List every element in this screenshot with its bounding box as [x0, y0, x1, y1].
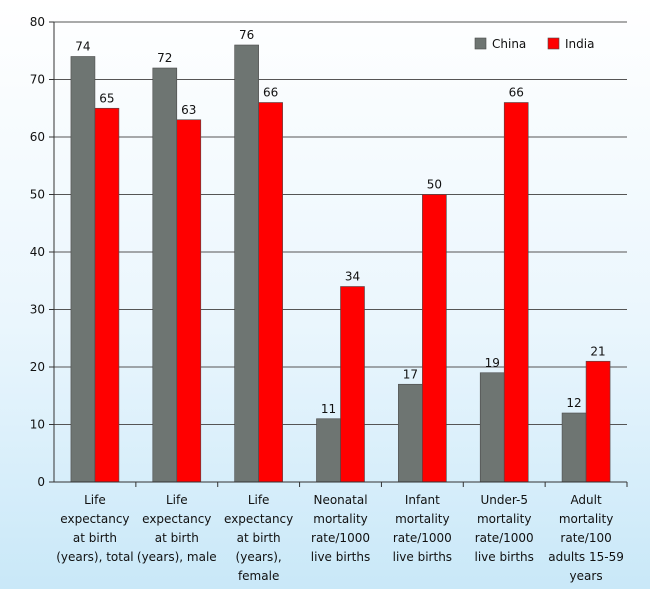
legend-label-china: China	[492, 37, 526, 51]
value-label: 11	[321, 402, 336, 416]
value-label: 21	[590, 344, 605, 358]
y-tick-label: 80	[30, 15, 45, 29]
value-label: 12	[566, 396, 581, 410]
y-tick-label: 0	[37, 475, 45, 489]
category-label: Life expectancy at birth (years), female	[224, 493, 293, 583]
category-label: Life expectancy at birth (years), total	[56, 493, 133, 564]
category-label: Neonatal mortality rate/1000 live births	[311, 493, 370, 564]
category-label: Life expectancy at birth (years), male	[137, 493, 217, 564]
axes	[49, 21, 628, 487]
value-label: 50	[427, 178, 442, 192]
category-label: Adult mortality rate/100 adults 15-59 years	[548, 493, 624, 583]
y-tick-label: 40	[30, 245, 45, 259]
bar-india	[94, 107, 120, 483]
y-tick-label: 70	[30, 73, 45, 87]
y-tick-label: 30	[30, 303, 45, 317]
category-label: Infant mortality rate/1000 live births	[393, 493, 452, 564]
legend: China India	[474, 37, 594, 51]
value-label: 34	[345, 270, 360, 284]
bar-india	[176, 119, 202, 483]
category-label: Under-5 mortality rate/1000 live births	[475, 493, 534, 564]
bar-india	[503, 102, 529, 483]
value-label: 76	[239, 28, 254, 42]
value-label: 63	[181, 103, 196, 117]
legend-label-india: India	[565, 37, 594, 51]
legend-swatch-china	[474, 37, 487, 50]
bar-china	[152, 67, 178, 483]
bars	[70, 44, 611, 483]
value-label: 66	[509, 86, 524, 100]
bar-india	[585, 360, 611, 483]
bar-china	[70, 56, 96, 483]
value-label: 19	[485, 356, 500, 370]
bar-china	[398, 383, 423, 483]
bar-india	[422, 194, 447, 483]
y-tick-label: 50	[30, 188, 45, 202]
bar-china	[479, 372, 505, 483]
y-tick-label: 20	[30, 360, 45, 374]
bar-india	[340, 286, 365, 483]
bar-china	[234, 44, 259, 483]
bar-china	[561, 412, 587, 483]
y-tick-label: 10	[30, 418, 45, 432]
bar-china	[316, 418, 341, 483]
value-label: 74	[75, 40, 90, 54]
y-tick-label: 60	[30, 130, 45, 144]
bar-india	[258, 102, 283, 483]
legend-swatch-india	[547, 37, 560, 50]
value-label: 66	[263, 86, 278, 100]
value-label: 17	[403, 367, 418, 381]
value-label: 72	[157, 51, 172, 65]
value-label: 65	[99, 91, 114, 105]
labels: 0 10 20 30 40 50 60 70 80 74 65 Life expectancy at bi…	[30, 15, 624, 583]
